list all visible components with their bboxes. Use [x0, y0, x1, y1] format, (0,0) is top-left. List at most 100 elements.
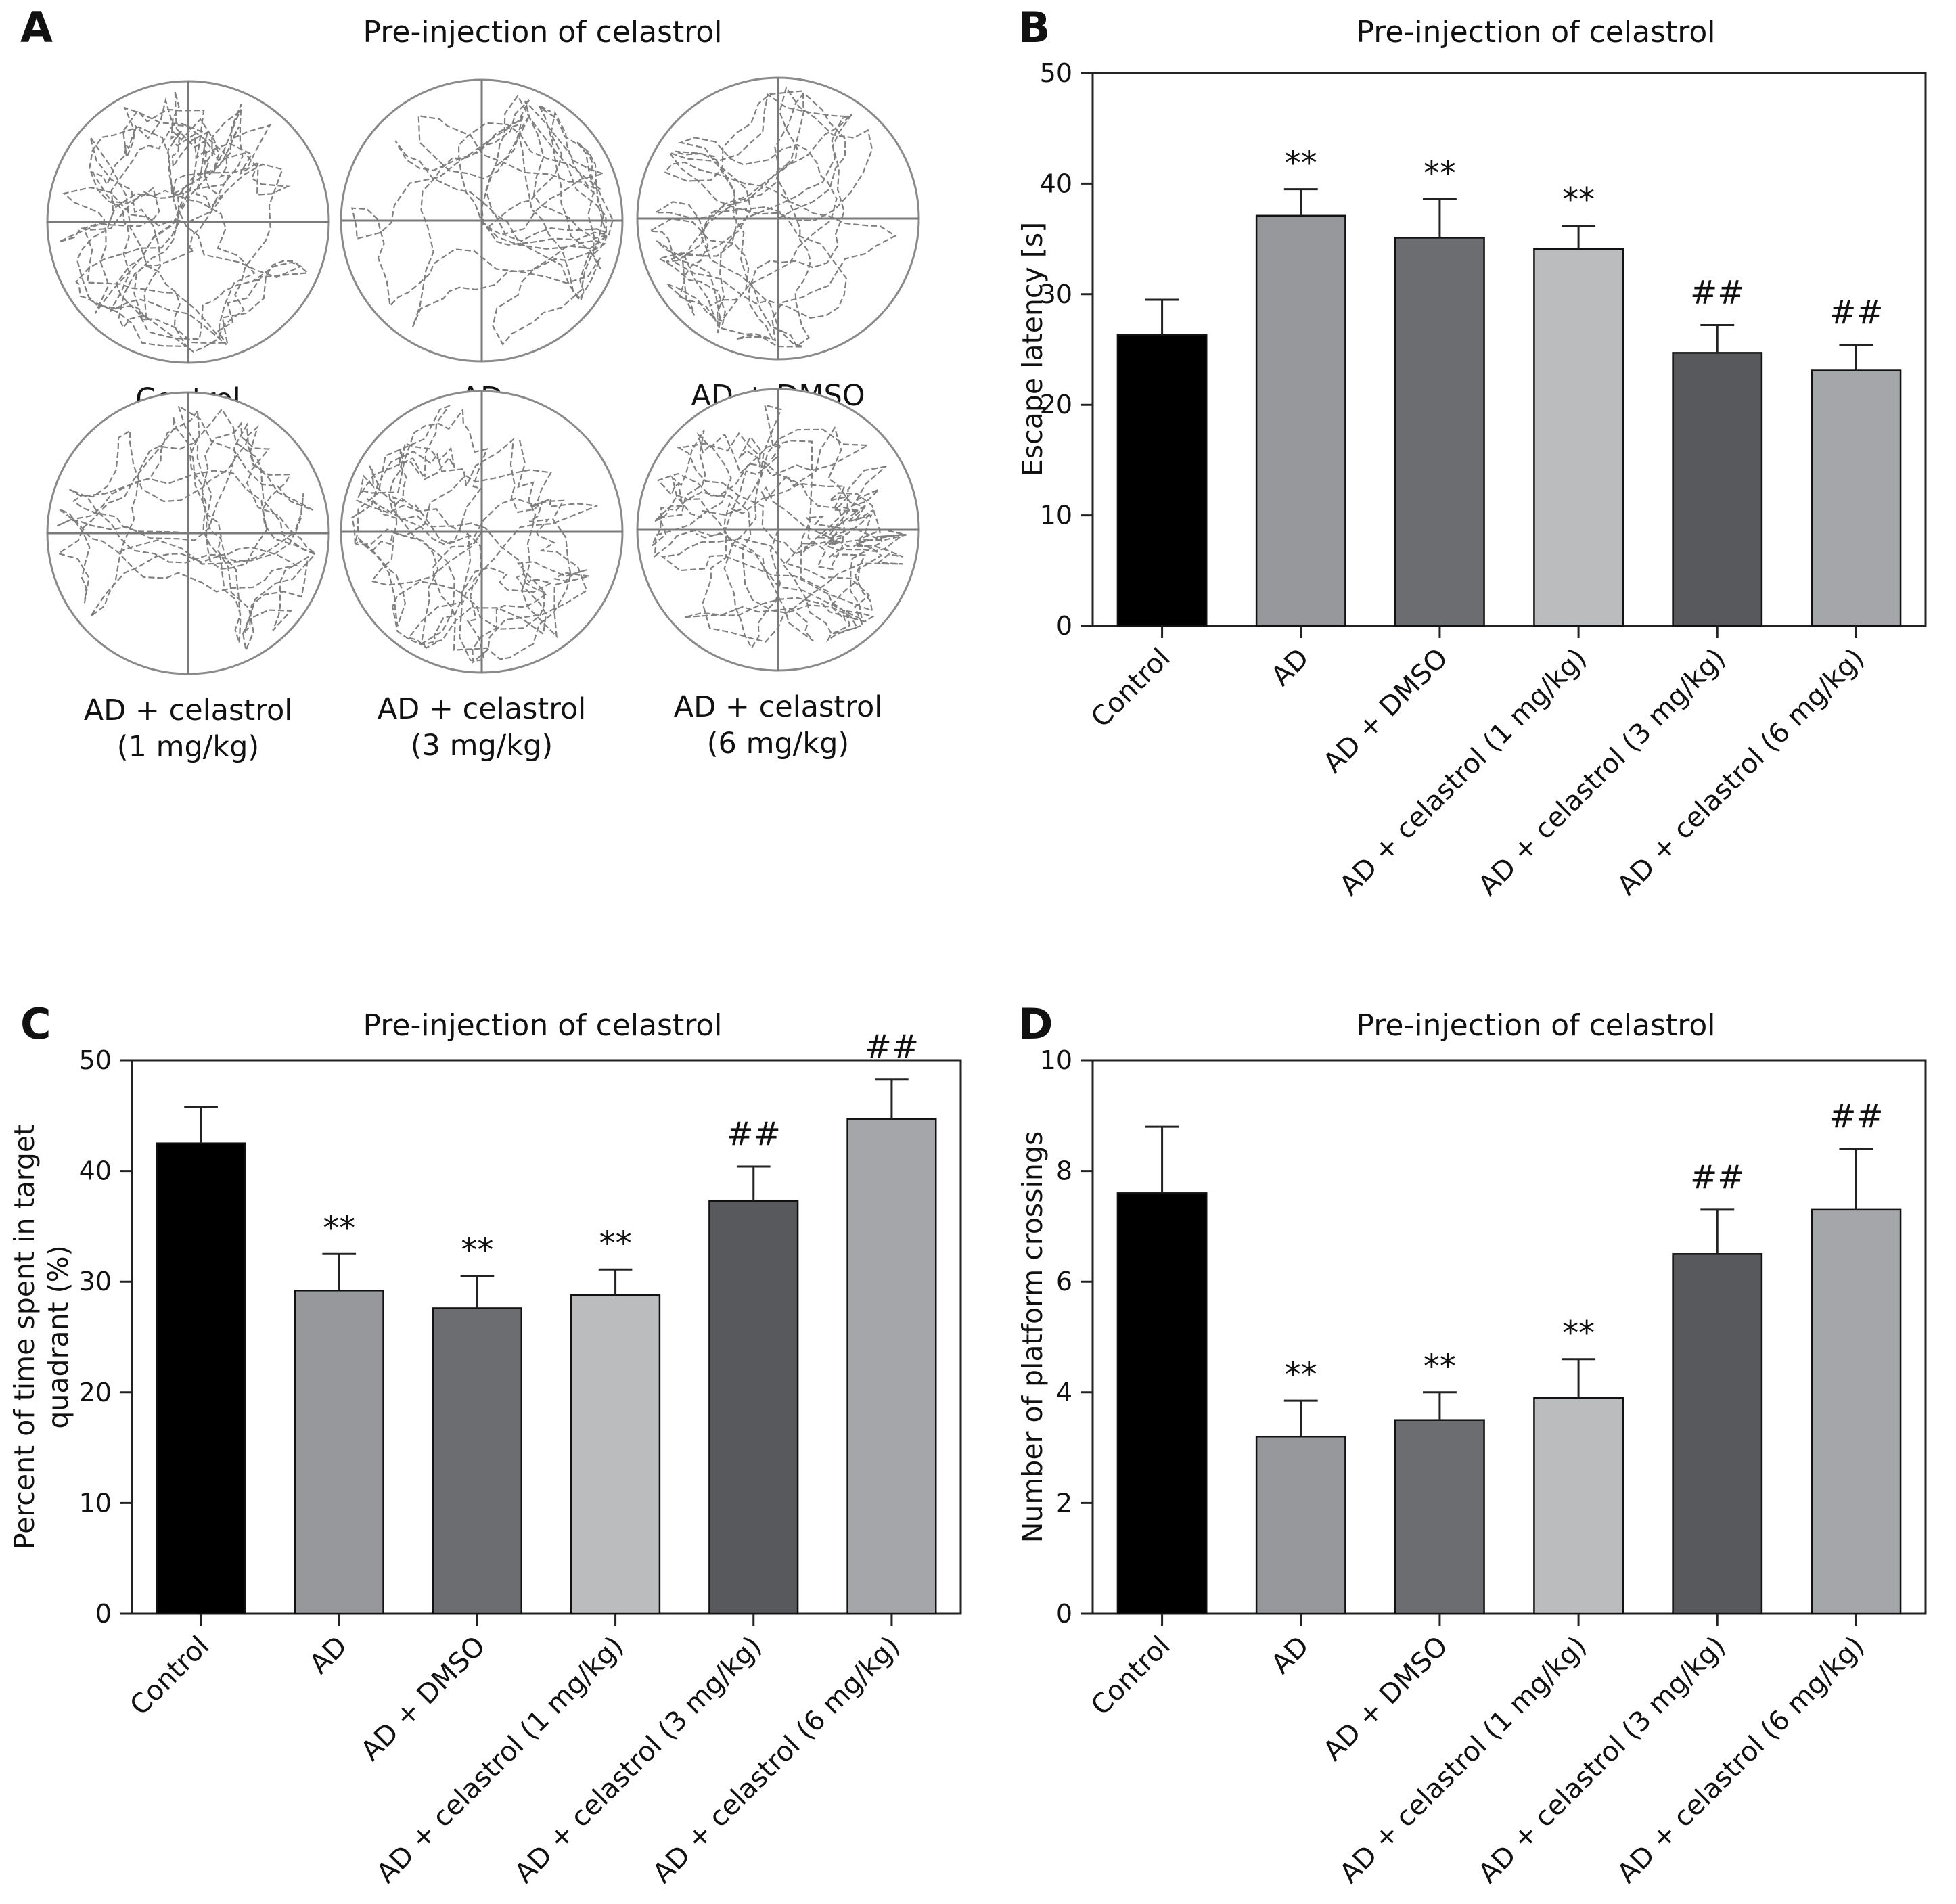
x-category-label: AD + DMSO — [1317, 1631, 1454, 1767]
swim-path — [58, 91, 310, 353]
significance-label: ## — [1690, 274, 1744, 312]
significance-label: ## — [727, 1115, 781, 1153]
x-category-label: AD + celastrol (6 mg/kg) — [1612, 643, 1871, 902]
x-category-label: Control — [1085, 643, 1177, 734]
maze-group-label-line: AD + celastrol — [674, 690, 883, 724]
maze-trial: AD + celastrol (1 mg/kg) — [46, 391, 330, 764]
x-category-label: AD — [304, 1631, 354, 1681]
y-tick-label: 20 — [1040, 390, 1072, 420]
bar — [846, 1118, 937, 1615]
maze-group-label-line: (6 mg/kg) — [707, 727, 849, 761]
bar — [1116, 1192, 1208, 1615]
maze-group-label-line: (1 mg/kg) — [117, 730, 259, 764]
swim-path — [351, 404, 598, 664]
y-tick-label: 50 — [1040, 58, 1072, 88]
bar — [570, 1294, 661, 1615]
x-category-label: Control — [1085, 1631, 1177, 1722]
y-axis-label-line: Percent of time spent in target — [8, 1125, 41, 1549]
chart-d-title: Pre-injection of celastrol — [1357, 1008, 1716, 1043]
y-axis-label-line: quadrant (%) — [42, 1245, 74, 1428]
y-axis-label: Number of platform crossings — [1016, 1131, 1049, 1543]
y-tick-label: 8 — [1056, 1156, 1072, 1186]
bar — [1811, 1208, 1902, 1615]
panel-letter-d: D — [1018, 999, 1053, 1049]
significance-label: ** — [599, 1225, 632, 1263]
panel-d: D Pre-injection of celastrol 0 2 4 6 8 10 Numb… — [1016, 999, 1927, 1890]
y-tick-label: 10 — [1040, 1045, 1072, 1075]
swim-path — [651, 404, 907, 650]
panel-c: C Pre-injection of celastrol 0 10 20 30 40 50… — [8, 999, 962, 1890]
y-tick-label: 10 — [79, 1488, 112, 1518]
y-tick-label: 4 — [1056, 1378, 1072, 1407]
y-tick-label: 30 — [1040, 279, 1072, 309]
plot-frame — [131, 1059, 962, 1615]
maze-group-label: AD + celastrol (3 mg/kg) — [378, 692, 587, 763]
x-category-label: AD — [1265, 1631, 1315, 1681]
y-tick-label: 10 — [1040, 501, 1072, 530]
panel-letter-a: A — [20, 3, 53, 52]
significance-label: ## — [1829, 1097, 1883, 1135]
bar — [1533, 1397, 1624, 1615]
significance-label: ## — [1690, 1158, 1744, 1196]
y-tick-label: 40 — [1040, 168, 1072, 198]
x-category-label: AD + celastrol (3 mg/kg) — [1472, 643, 1731, 902]
x-category-label: AD — [1265, 643, 1315, 693]
swim-path — [351, 94, 614, 346]
swim-path — [647, 85, 897, 348]
y-tick-label: 2 — [1056, 1488, 1072, 1518]
significance-label: ** — [323, 1209, 355, 1247]
significance-label: ** — [1285, 1356, 1317, 1394]
significance-label: ## — [865, 1028, 919, 1066]
significance-label: ## — [1829, 294, 1883, 332]
significance-label: ** — [1285, 145, 1317, 183]
bar — [432, 1307, 522, 1615]
y-tick-label: 0 — [1056, 1599, 1072, 1629]
y-tick-label: 0 — [95, 1599, 112, 1629]
x-category-label: AD + DMSO — [355, 1631, 492, 1767]
y-tick-label: 6 — [1056, 1267, 1072, 1296]
significance-label: ** — [1562, 181, 1595, 219]
chart-c-plot: 0 10 20 30 40 50 Percent of time spent in targ… — [8, 1028, 962, 1890]
panel-a: A Pre-injection of celastrol ControlADAD… — [20, 3, 920, 764]
x-category-label: AD + DMSO — [1317, 643, 1454, 779]
y-tick-label: 0 — [1056, 611, 1072, 641]
x-category-label: AD + celastrol (3 mg/kg) — [509, 1631, 768, 1890]
maze-trial: Control — [46, 80, 330, 416]
bar — [1116, 334, 1208, 627]
bar — [1394, 1419, 1485, 1615]
bar — [1672, 1253, 1763, 1615]
y-axis-label: Escape latency [s] — [1016, 222, 1049, 476]
maze-group-label: AD + celastrol (6 mg/kg) — [674, 690, 883, 761]
bar — [1394, 237, 1485, 627]
significance-label: ** — [461, 1231, 493, 1269]
maze-group-label-line: AD + celastrol — [378, 692, 587, 726]
panel-letter-b: B — [1018, 3, 1050, 52]
bar — [1672, 352, 1763, 627]
bar — [1255, 1435, 1346, 1615]
chart-b-title: Pre-injection of celastrol — [1357, 15, 1716, 49]
bar — [1533, 248, 1624, 627]
bar — [1255, 214, 1346, 627]
chart-c-title: Pre-injection of celastrol — [363, 1008, 723, 1043]
x-category-label: AD + celastrol (1 mg/kg) — [1334, 1631, 1593, 1890]
y-tick-label: 40 — [79, 1156, 112, 1186]
significance-label: ** — [1424, 154, 1456, 192]
y-axis-label: Percent of time spent in targetquadrant … — [8, 1125, 74, 1549]
plot-frame — [1091, 1059, 1927, 1615]
x-category-label: Control — [124, 1631, 215, 1722]
maze-group-label-line: (3 mg/kg) — [411, 729, 553, 763]
panel-a-title: Pre-injection of celastrol — [363, 15, 723, 49]
panel-letter-c: C — [20, 999, 51, 1049]
x-category-label: AD + celastrol (6 mg/kg) — [1612, 1631, 1871, 1890]
plot-frame — [1091, 72, 1927, 627]
chart-d-plot: 0 2 4 6 8 10 Number of platform crossings Contr… — [1016, 1045, 1927, 1890]
swim-path — [56, 404, 317, 653]
maze-trial: AD + DMSO — [636, 76, 920, 413]
maze-group-label: AD + celastrol (1 mg/kg) — [84, 694, 293, 764]
chart-b-plot: 0 10 20 30 40 50 Escape latency [s] Control ** AD… — [1016, 58, 1927, 902]
significance-label: ** — [1562, 1315, 1595, 1353]
y-tick-label: 30 — [79, 1267, 112, 1296]
panel-b: B Pre-injection of celastrol 0 10 20 30 40 50… — [1016, 3, 1927, 902]
maze-grid: ControlADAD + DMSOAD + celastrol(1 mg/kg… — [46, 76, 920, 764]
